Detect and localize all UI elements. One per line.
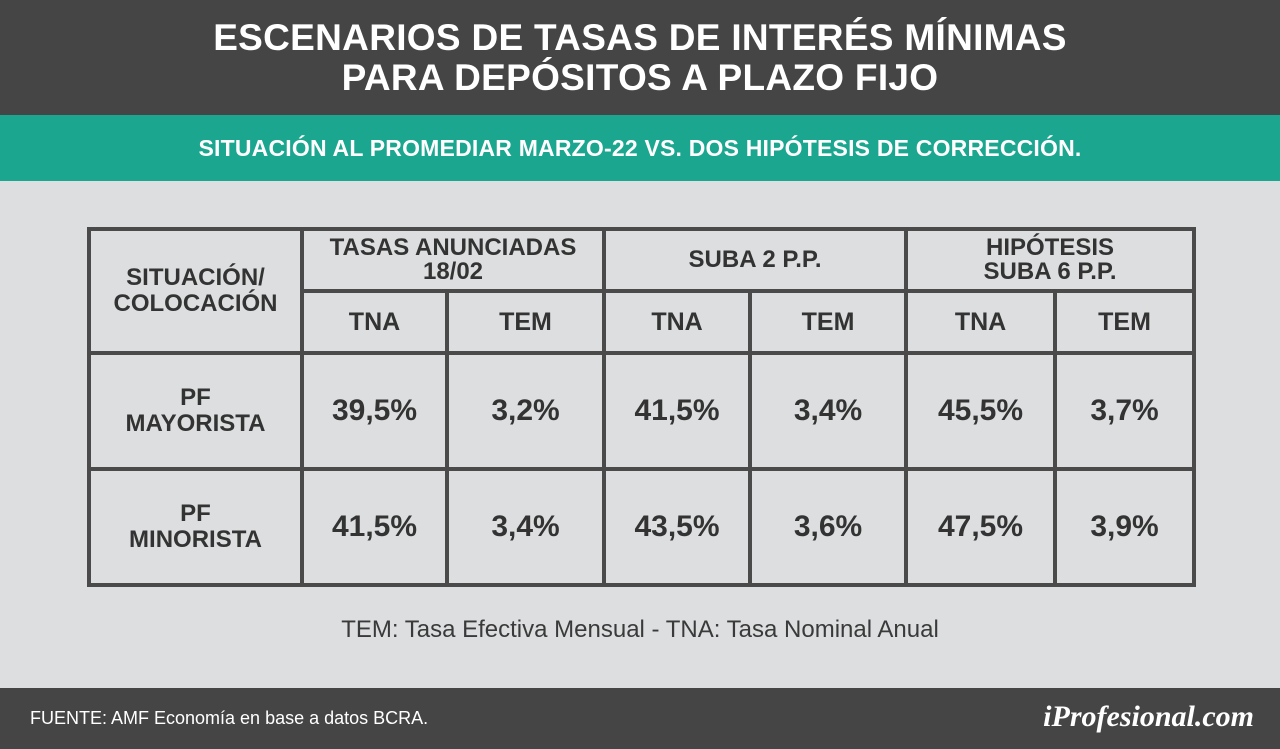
column-header: TEM (1053, 289, 1197, 355)
row-label-cell: PF MINORISTA (87, 467, 304, 587)
group-header-line-1: SUBA 2 P.P. (688, 246, 822, 273)
row-label-line-2: MINORISTA (129, 526, 262, 553)
row-label-line-2: MAYORISTA (125, 410, 266, 437)
footer-bar: FUENTE: AMF Economía en base a datos BCR… (0, 688, 1280, 749)
group-header-raise-6pp: HIPÓTESIS SUBA 6 P.P. (904, 227, 1197, 293)
table-cell: 3,9% (1053, 467, 1197, 587)
table-cell: 45,5% (904, 351, 1058, 471)
table-cell: 41,5% (300, 467, 449, 587)
table-row: PF MAYORISTA 39,5% 3,2% 41,5% 3,4% 45,5%… (87, 351, 1197, 471)
source-note: FUENTE: AMF Economía en base a datos BCR… (30, 708, 429, 728)
table-cell: 47,5% (904, 467, 1058, 587)
table-row: PF MINORISTA 41,5% 3,4% 43,5% 3,6% 47,5%… (87, 467, 1197, 587)
column-header: TEM (748, 289, 909, 355)
page-subtitle: SITUACIÓN AL PROMEDIAR MARZO-22 VS. DOS … (198, 134, 1082, 161)
row-label-line-1: PF (180, 384, 211, 411)
table-cell: 3,2% (444, 351, 607, 471)
page-title-line-1: ESCENARIOS DE TASAS DE INTERÉS MÍNIMAS (213, 16, 1067, 58)
corner-header-cell: SITUACIÓN/ COLOCACIÓN (87, 227, 304, 355)
column-header: TEM (444, 289, 607, 355)
group-header-line-1: HIPÓTESIS (986, 234, 1115, 261)
rates-table: SITUACIÓN/ COLOCACIÓN TASAS ANUNCIADAS 1… (87, 227, 1197, 587)
group-header-line-2: SUBA 6 P.P. (983, 258, 1117, 285)
table-cell: 3,4% (444, 467, 607, 587)
column-header: TNA (300, 289, 449, 355)
row-label-line-1: PF (180, 500, 211, 527)
subtitle-banner: SITUACIÓN AL PROMEDIAR MARZO-22 VS. DOS … (0, 115, 1280, 181)
table-cell: 41,5% (602, 351, 753, 471)
table-cell: 3,7% (1053, 351, 1197, 471)
corner-header-line-2: COLOCACIÓN (113, 290, 278, 317)
title-banner: ESCENARIOS DE TASAS DE INTERÉS MÍNIMAS P… (0, 0, 1280, 115)
table-cell: 39,5% (300, 351, 449, 471)
corner-header-line-1: SITUACIÓN/ (126, 264, 265, 291)
abbreviation-legend: TEM: Tasa Efectiva Mensual - TNA: Tasa N… (341, 616, 939, 643)
table-subheader-row: TNA TEM TNA TEM TNA TEM (89, 289, 1197, 355)
brand-logo: iProfesional.com (1043, 700, 1254, 733)
table-cell: 43,5% (602, 467, 753, 587)
column-header: TNA (904, 289, 1058, 355)
row-label-cell: PF MAYORISTA (87, 351, 304, 471)
group-header-raise-2pp: SUBA 2 P.P. (602, 227, 909, 293)
group-header-line-1: TASAS ANUNCIADAS (329, 234, 577, 261)
table-cell: 3,6% (748, 467, 909, 587)
column-header: TNA (602, 289, 753, 355)
table-cell: 3,4% (748, 351, 909, 471)
page-title-line-2: PARA DEPÓSITOS A PLAZO FIJO (341, 56, 939, 98)
group-header-announced: TASAS ANUNCIADAS 18/02 (299, 227, 607, 293)
table-header-row: SITUACIÓN/ COLOCACIÓN TASAS ANUNCIADAS 1… (87, 227, 1197, 355)
group-header-line-2: 18/02 (422, 258, 484, 285)
